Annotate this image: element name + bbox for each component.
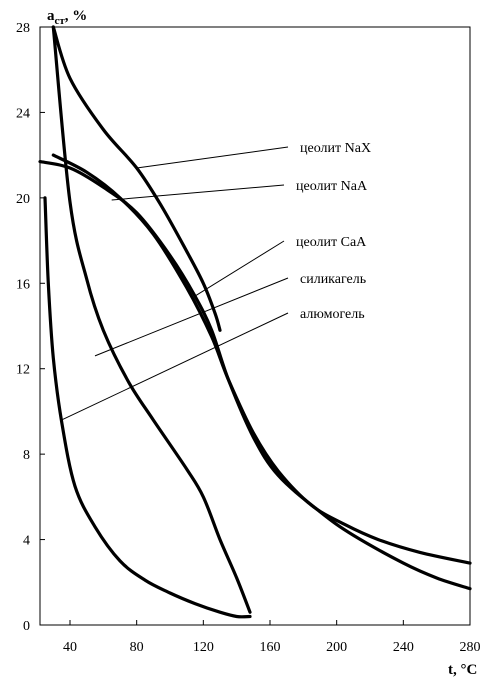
annotation-label-цеолит-саа: цеолит СаА — [296, 235, 367, 250]
y-tick-label: 4 — [23, 534, 30, 549]
plot-frame — [39, 26, 471, 626]
annotation-leader-цеолит-naa — [111, 184, 285, 201]
y-tick-label: 28 — [16, 21, 30, 36]
y-tick-label: 16 — [16, 277, 30, 292]
x-tick-label: 120 — [193, 640, 214, 655]
x-axis: 40 80 120 160 200 240 280 — [63, 620, 481, 655]
annotation-leader-алюмогель — [61, 312, 289, 421]
annotation-label-цеолит-naa: цеолит NaA — [296, 179, 368, 194]
x-tick-label: 160 — [260, 640, 281, 655]
x-tick-label: 40 — [63, 640, 77, 655]
x-tick-label: 200 — [326, 640, 347, 655]
y-tick-label: 12 — [16, 363, 30, 378]
y-tick-label: 0 — [23, 619, 30, 634]
y-axis-title: aст, % — [47, 8, 87, 27]
y-axis-title-symbol: a — [47, 8, 55, 24]
annotation-label-силикагель: силикагель — [300, 272, 366, 287]
y-tick-label: 24 — [16, 106, 30, 121]
x-tick-label: 240 — [393, 640, 414, 655]
annotation-leader-силикагель — [94, 277, 289, 357]
series-line-цеолит-саа — [38, 160, 472, 591]
x-tick-label: 280 — [460, 640, 481, 655]
series-line-алюмогель — [43, 196, 252, 619]
annotation-leader-цеолит-саа — [194, 240, 285, 297]
y-tick-label: 8 — [23, 448, 30, 463]
y-tick-label: 20 — [16, 192, 30, 207]
annotation-label-алюмогель: алюмогель — [300, 307, 365, 322]
series-layer — [38, 25, 472, 619]
x-axis-title: t, °C — [448, 662, 477, 678]
annotation-leader-цеолит-nax — [136, 146, 289, 169]
x-tick-label: 80 — [130, 640, 144, 655]
series-line-силикагель — [51, 25, 252, 614]
y-axis: 0 4 8 12 16 20 24 28 — [16, 21, 45, 634]
y-axis-title-subscript: ст — [55, 15, 66, 27]
y-axis-title-unit: , % — [65, 8, 88, 24]
series-line-цеолит-nax — [51, 25, 222, 332]
annotation-label-цеолит-nax: цеолит NaX — [300, 141, 371, 156]
annotations: цеолит NaX цеолит NaA цеолит СаА силикагель… — [61, 141, 371, 421]
